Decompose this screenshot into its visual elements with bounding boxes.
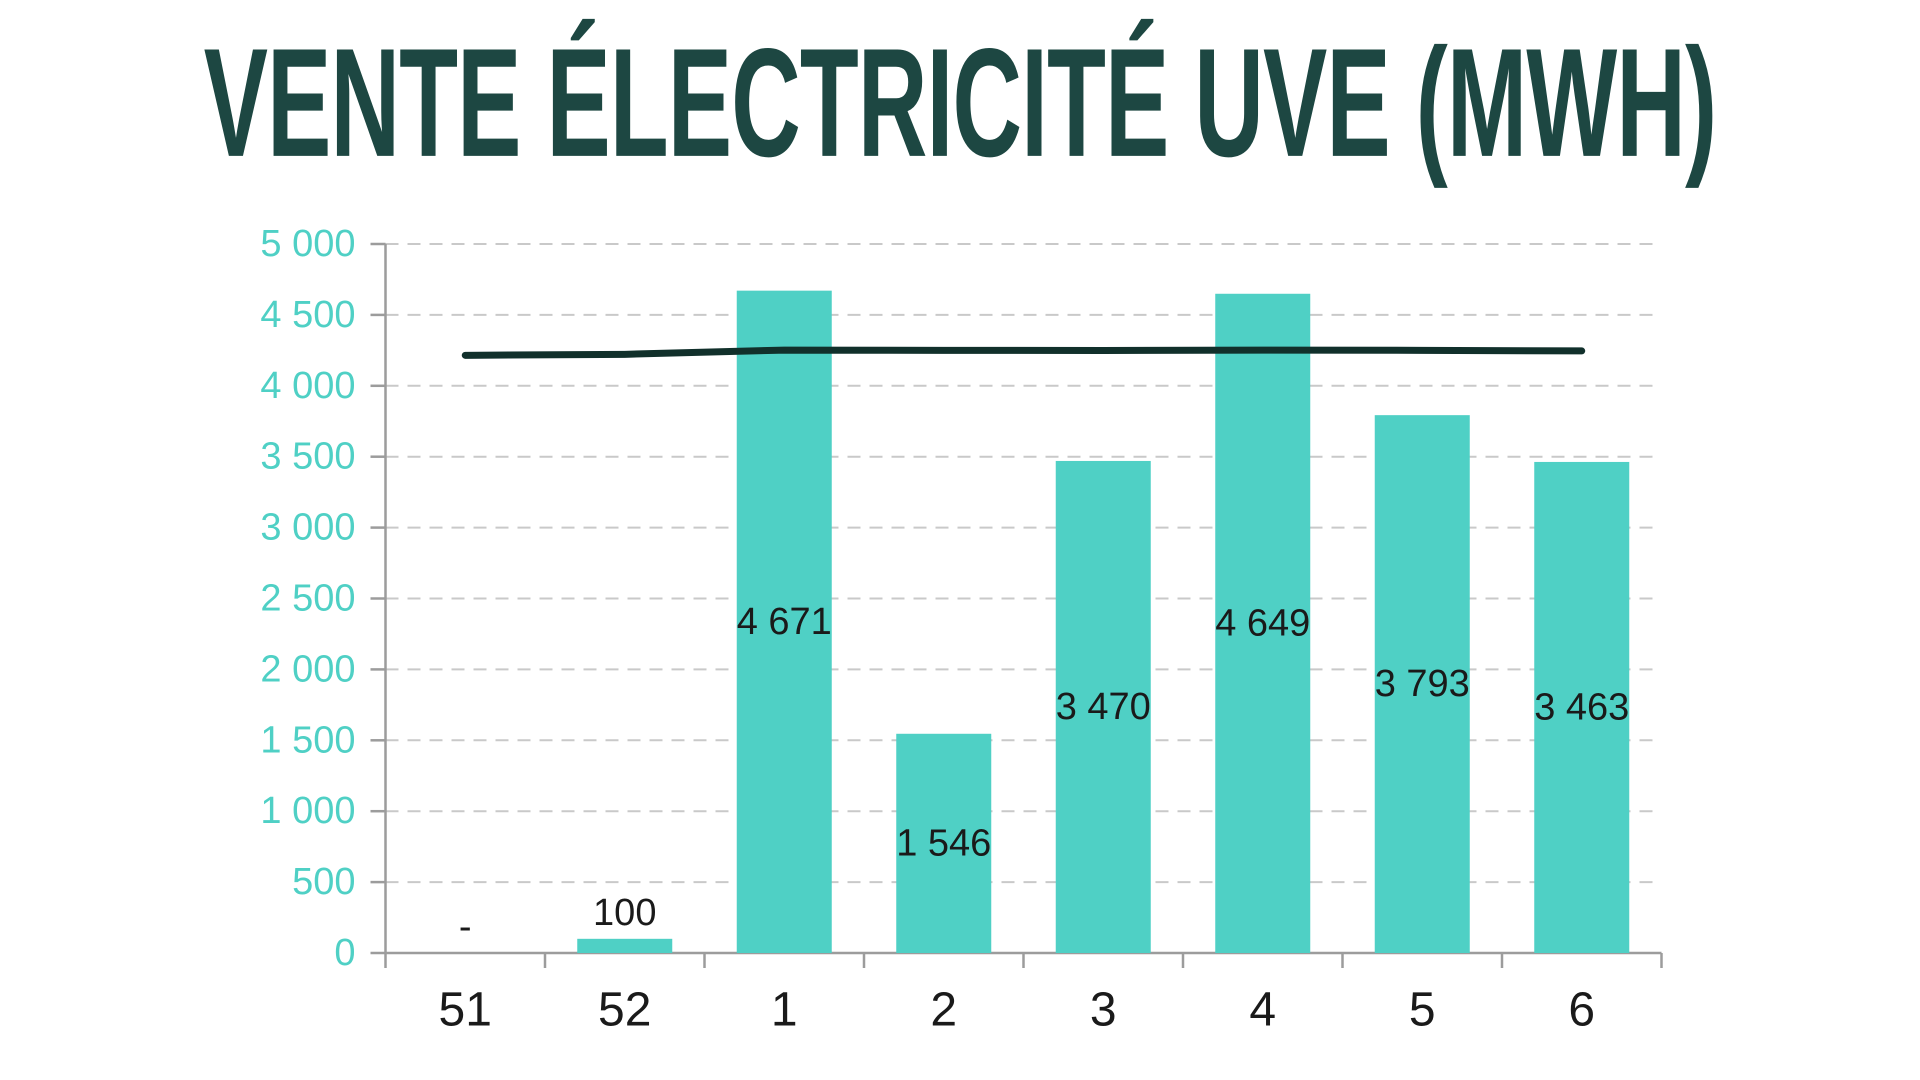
x-tick-label: 3 [1090, 984, 1117, 1037]
y-tick-label: 3 000 [260, 507, 355, 549]
bar-value-label: 3 793 [1375, 663, 1470, 705]
x-tick-label: 5 [1409, 984, 1436, 1037]
bar-value-label: 100 [593, 892, 656, 934]
bar [1215, 293, 1311, 953]
chart-title: VENTE ÉLECTRICITÉ UVE (MWH) [203, 16, 1717, 189]
bar-value-label: 3 470 [1056, 686, 1151, 728]
x-tick-label: 1 [771, 984, 798, 1037]
x-tick-label: 6 [1568, 984, 1595, 1037]
bar [1055, 460, 1151, 953]
x-tick-label: 2 [930, 984, 957, 1037]
y-tick-label: 4 000 [260, 365, 355, 407]
bar [736, 290, 832, 953]
x-tick-label: 4 [1249, 984, 1276, 1037]
bar [1534, 461, 1630, 953]
y-tick-label: 0 [334, 932, 355, 974]
y-tick-label: 3 500 [260, 436, 355, 478]
y-tick-label: 2 500 [260, 578, 355, 620]
reference-line [461, 346, 1586, 359]
y-tick-label: 5 000 [260, 223, 355, 265]
y-tick-label: 1 500 [260, 719, 355, 761]
x-tick-label: 51 [439, 984, 492, 1037]
y-tick-label: 500 [292, 861, 355, 903]
y-tick-label: 4 500 [260, 294, 355, 336]
bar-value-label: 4 649 [1215, 602, 1310, 644]
y-tick-label: 2 000 [260, 648, 355, 690]
bar-value-label: 1 546 [896, 822, 991, 864]
bar-value-label: 3 463 [1534, 686, 1629, 728]
bar [896, 733, 992, 953]
bar [1374, 415, 1470, 953]
bar-value-label: 4 671 [737, 601, 832, 643]
y-tick-label: 1 000 [260, 790, 355, 832]
bar [577, 938, 673, 953]
bar-value-label: - [459, 906, 472, 948]
x-tick-label: 52 [598, 984, 651, 1037]
